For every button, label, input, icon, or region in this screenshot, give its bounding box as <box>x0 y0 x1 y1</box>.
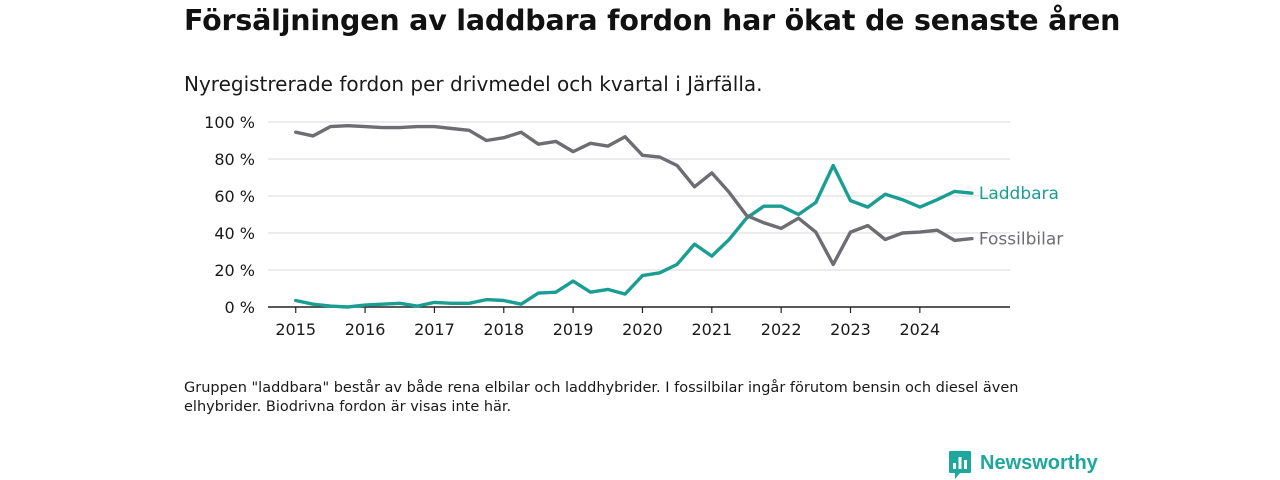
x-tick-label: 2020 <box>622 320 663 339</box>
y-tick-label: 60 % <box>214 187 255 206</box>
y-tick-label: 0 % <box>225 298 255 317</box>
series-line-laddbara <box>294 163 974 309</box>
series-labels: Laddbara Fossilbilar <box>979 184 1063 249</box>
x-tick-label: 2019 <box>553 320 594 339</box>
axes: 0 % 20 % 40 % 60 % 80 % 100 % 2015 2016 2017 2018… <box>204 113 1010 339</box>
newsworthy-logo-icon <box>949 451 971 479</box>
series-label-fossilbilar: Fossilbilar <box>979 230 1063 250</box>
series-label-laddbara: Laddbara <box>979 184 1059 204</box>
x-tick-label: 2017 <box>414 320 455 339</box>
y-tick-label: 80 % <box>214 150 255 169</box>
x-tick-label: 2016 <box>345 320 386 339</box>
y-tick-label: 20 % <box>214 261 255 280</box>
gridlines <box>268 121 1010 271</box>
brand-name: Newsworthy <box>980 452 1098 474</box>
y-tick-label: 40 % <box>214 224 255 243</box>
x-tick-label: 2018 <box>483 320 524 339</box>
x-tick-label: 2023 <box>830 320 871 339</box>
x-tick-label: 2022 <box>761 320 802 339</box>
chart-subtitle: Nyregistrerade fordon per drivmedel och … <box>184 72 763 96</box>
y-tick-label: 100 % <box>204 113 255 132</box>
brand[interactable]: Newsworthy <box>948 450 1098 480</box>
series-lines <box>294 123 974 309</box>
x-tick-label: 2015 <box>275 320 316 339</box>
chart-title: Försäljningen av laddbara fordon har öka… <box>184 4 1121 37</box>
footnote: Gruppen "laddbara" består av både rena e… <box>184 380 1019 415</box>
series-line-fossilbilar <box>294 123 974 267</box>
x-tick-label: 2021 <box>691 320 732 339</box>
x-tick-label: 2024 <box>899 320 940 339</box>
line-chart: 0 % 20 % 40 % 60 % 80 % 100 % 2015 2016 2017 2018… <box>204 113 1063 339</box>
